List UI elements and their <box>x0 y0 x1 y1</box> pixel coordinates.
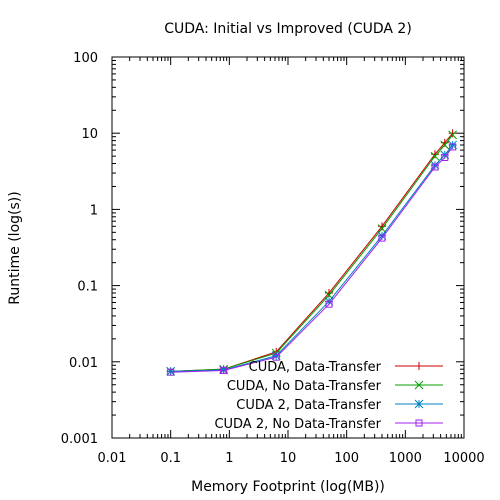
data-point <box>220 366 228 374</box>
x-tick-label: 1000 <box>389 451 422 466</box>
data-point <box>449 143 457 151</box>
legend-item: CUDA 2, Data-Transfer <box>236 398 443 413</box>
x-tick-label: 0.1 <box>160 451 181 466</box>
chart-title: CUDA: Initial vs Improved (CUDA 2) <box>164 21 412 37</box>
y-tick-label: 10 <box>81 127 98 142</box>
legend-marker <box>415 419 423 427</box>
y-tick-label: 1 <box>90 203 98 218</box>
data-point <box>378 234 386 242</box>
series-layer <box>166 129 457 376</box>
data-point <box>448 130 457 140</box>
y-axis: 0.001 0.01 0.1 1 10 100 <box>61 51 464 447</box>
series-4 <box>167 143 457 376</box>
legend: CUDA, Data-Transfer CUDA, No Data-Transfe… <box>214 360 443 432</box>
series-line <box>170 134 454 372</box>
data-point <box>440 140 450 150</box>
y-tick-label: 0.1 <box>77 280 98 295</box>
legend-marker <box>414 399 424 409</box>
legend-label: CUDA 2, Data-Transfer <box>236 398 381 413</box>
y-tick-label: 0.01 <box>69 356 98 371</box>
data-point <box>441 153 449 161</box>
legend-item: CUDA 2, No Data-Transfer <box>214 417 443 432</box>
y-tick-label: 0.001 <box>61 432 98 447</box>
x-tick-label: 10 <box>280 451 297 466</box>
x-axis-label: Memory Footprint (log(MB)) <box>191 479 385 495</box>
data-point <box>448 129 457 138</box>
y-axis-label: Runtime (log(s)) <box>7 191 23 304</box>
x-tick-label: 0.01 <box>98 451 127 466</box>
legend-item: CUDA, No Data-Transfer <box>227 379 443 394</box>
series-1 <box>166 129 457 376</box>
legend-item: CUDA, Data-Transfer <box>249 360 443 375</box>
data-point <box>431 163 439 171</box>
x-axis: 0.01 0.1 1 10 100 1000 10000 <box>98 57 485 466</box>
y-tick-label: 100 <box>73 51 98 66</box>
legend-marker <box>415 362 423 370</box>
series-line <box>170 146 454 373</box>
x-tick-label: 10000 <box>443 451 484 466</box>
x-tick-label: 1 <box>225 451 233 466</box>
data-point <box>377 224 387 233</box>
data-point <box>430 151 440 161</box>
data-point <box>167 368 175 376</box>
legend-label: CUDA, No Data-Transfer <box>227 379 382 394</box>
data-point <box>325 300 333 308</box>
series-line <box>170 144 454 372</box>
legend-label: CUDA 2, No Data-Transfer <box>214 417 381 432</box>
series-line <box>170 132 454 372</box>
series-3 <box>166 140 457 376</box>
series-2 <box>166 130 457 376</box>
x-tick-label: 100 <box>334 451 359 466</box>
legend-marker <box>414 380 424 390</box>
legend-label: CUDA, Data-Transfer <box>249 360 382 375</box>
data-point <box>272 353 280 361</box>
